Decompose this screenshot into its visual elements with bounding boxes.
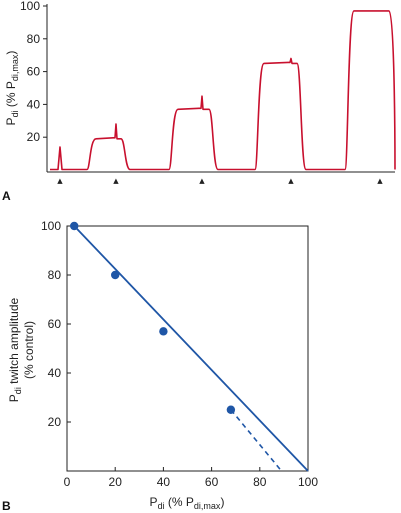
panel-b-data-point	[226, 405, 236, 414]
panel-b-y-axis-label-line2: (% control)	[22, 321, 36, 379]
panel-b-x-tick-label: 40	[157, 475, 171, 489]
panel-a-y-axis-label: Pdi (% Pdi,max)	[4, 51, 20, 126]
panel-b-data-points	[70, 221, 236, 414]
panel-b-y-tick-label: 100	[41, 219, 61, 233]
panel-a-ylabel-sub: di	[10, 110, 20, 117]
panel-b-chart: 20 40 60 80 100 0 20 40 60 80 100 Pdi twitch ampl…	[2, 219, 318, 513]
panel-b-y-tick-label: 80	[48, 268, 62, 282]
panel-b-data-point	[70, 221, 79, 231]
panel-a-ylabel-base: P	[4, 117, 18, 125]
panel-a-ylabel-end: )	[4, 51, 18, 55]
panel-a-y-ticks: 20 40 60 80 100	[20, 0, 47, 144]
stimulus-marker-icon: ▲	[377, 177, 383, 185]
panel-a-pdi-trace	[50, 10, 396, 171]
panel-b-data-point	[159, 327, 168, 336]
panel-b-data-point	[111, 270, 120, 280]
panel-b-x-tick-label: 20	[109, 475, 123, 489]
panel-b-frame	[66, 225, 309, 472]
panel-a-letter: A	[2, 189, 11, 203]
stimulus-marker-icon: ▲	[288, 177, 294, 185]
panel-b-y-tick-label: 60	[48, 317, 62, 331]
panel-b-x-axis-label: Pdi (% Pdi,max)	[150, 495, 225, 511]
panel-a-y-tick-label: 80	[27, 32, 41, 46]
panel-b-y-tick-label: 20	[48, 415, 62, 429]
panel-b-x-tick-label: 100	[298, 475, 318, 489]
panel-a-chart: 20 40 60 80 100 ▲ ▲ ▲ ▲ ▲ Pdi (% Pdi,max) A	[2, 0, 396, 203]
panel-b-ylabel-rest: twitch amplitude	[7, 297, 21, 387]
panel-a-y-tick-label: 60	[27, 65, 41, 79]
panel-b-y-axis-label-line1: Pdi twitch amplitude	[7, 297, 23, 402]
panel-b-ylabel-base: P	[7, 394, 21, 402]
panel-b-extrapolation-line	[230, 409, 283, 472]
stimulus-marker-icon: ▲	[57, 177, 63, 185]
panel-b-x-tick-label: 80	[253, 475, 267, 489]
panel-b-x-tick-label: 0	[64, 475, 71, 489]
panel-b-x-ticks: 0 20 40 60 80 100	[64, 467, 318, 489]
panel-a-ylabel-rest: (% P	[4, 81, 18, 110]
panel-b-xlabel-rest: (% P	[165, 495, 194, 509]
panel-b-y-ticks: 20 40 60 80 100	[41, 219, 71, 429]
panel-b-xlabel-sub2: di,max	[194, 501, 221, 511]
panel-a-y-tick-label: 40	[27, 97, 41, 111]
panel-b-xlabel-end: )	[220, 495, 224, 509]
panel-a-y-tick-label: 20	[27, 130, 41, 144]
panel-b-ylabel-sub: di	[13, 387, 23, 394]
panel-b-xlabel-base: P	[150, 495, 158, 509]
panel-b-y-tick-label: 40	[48, 366, 62, 380]
stimulus-marker-icon: ▲	[199, 177, 205, 185]
panel-b-fit-line	[73, 225, 309, 472]
panel-a-stimulus-markers: ▲ ▲ ▲ ▲ ▲	[57, 177, 383, 185]
panel-b-xlabel-sub: di	[158, 501, 165, 511]
stimulus-marker-icon: ▲	[113, 177, 119, 185]
panel-a-y-tick-label: 100	[20, 0, 40, 13]
panel-b-letter: B	[2, 499, 11, 513]
panel-b-x-tick-label: 60	[205, 475, 219, 489]
panel-a-ylabel-sub2: di,max	[10, 54, 20, 81]
